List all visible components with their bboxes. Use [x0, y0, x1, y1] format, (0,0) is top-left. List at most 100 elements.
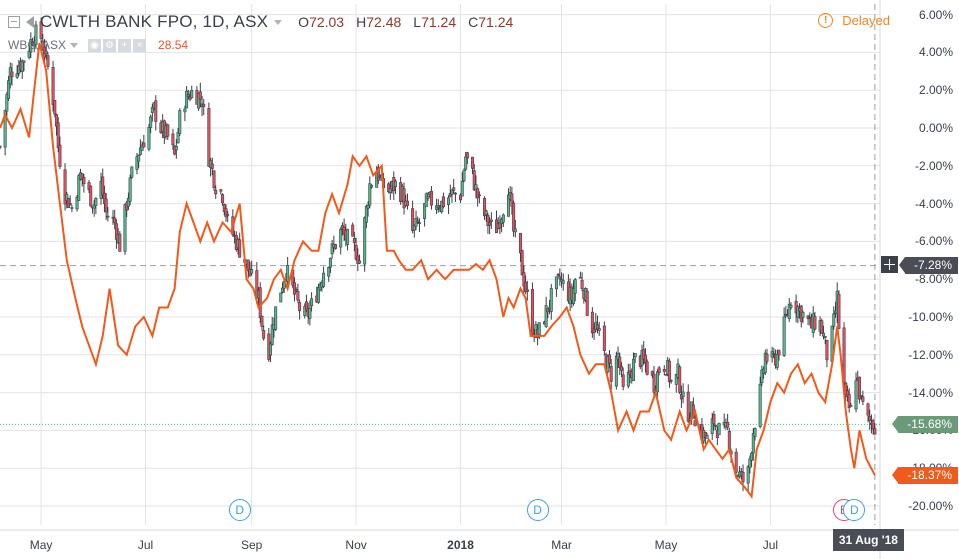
candle [296, 283, 300, 304]
candle [796, 305, 800, 324]
eye-icon[interactable]: ◉ [88, 38, 102, 52]
x-tick-label: Jul [762, 538, 779, 552]
candle [270, 316, 274, 346]
flag-icon [26, 16, 34, 28]
candle [210, 157, 214, 176]
candle [354, 237, 358, 261]
candle [486, 212, 490, 234]
candle [642, 340, 646, 365]
crosshair-add-icon[interactable] [881, 256, 898, 273]
candle [202, 98, 206, 116]
candle [5, 91, 9, 119]
candle [352, 232, 356, 252]
candle [667, 358, 671, 388]
dividend-marker[interactable]: D [526, 499, 549, 521]
candle [39, 17, 43, 43]
y-tick-label: -8.00% [914, 272, 953, 287]
candle [488, 217, 492, 235]
candle [462, 168, 466, 183]
candle [750, 451, 754, 467]
chevron-down-icon[interactable] [70, 42, 79, 48]
candle [417, 218, 421, 233]
ohlc-open: O72.03 [298, 14, 345, 30]
candle [813, 311, 817, 331]
candle [626, 363, 630, 389]
candle [597, 321, 601, 336]
candle [328, 257, 332, 273]
candle [316, 283, 320, 304]
candle [849, 402, 853, 407]
add-icon[interactable]: + [118, 38, 132, 52]
x-tick-label: Nov [345, 538, 367, 552]
collapse-icon[interactable] [8, 16, 20, 28]
candle [339, 227, 343, 255]
candle [452, 179, 456, 194]
candle [334, 243, 338, 250]
candle [34, 20, 38, 50]
compare-symbol[interactable]: WBC, ASX [8, 38, 67, 52]
last-price-tag: -15.68% [892, 415, 958, 433]
candle [183, 105, 187, 122]
settings-icon[interactable]: ⚙ [103, 38, 117, 52]
candle [149, 114, 153, 134]
candle [308, 300, 312, 326]
candle [512, 200, 516, 237]
candle [412, 224, 416, 238]
y-tick-label: 6.00% [918, 7, 953, 22]
symbol-title[interactable]: CWLTH BANK FPO, 1D, ASX [40, 12, 269, 31]
candle [618, 352, 622, 376]
delayed-label: Delayed [842, 13, 890, 28]
candle [186, 89, 190, 100]
candle [113, 209, 117, 230]
close-icon[interactable]: × [133, 38, 147, 52]
candle [556, 273, 560, 277]
dividend-marker[interactable]: D [228, 499, 251, 521]
candle [436, 199, 440, 213]
candle [292, 277, 296, 302]
candle [530, 282, 534, 338]
chevron-down-icon[interactable] [274, 19, 283, 25]
compare-legend: WBC, ASX ◉ ⚙ + × 28.54 [8, 37, 188, 53]
candle [609, 358, 613, 391]
candle [94, 197, 98, 215]
candle [806, 314, 810, 326]
candle [366, 201, 370, 217]
candle [77, 174, 81, 201]
candle [368, 176, 372, 209]
candle [866, 402, 870, 423]
candle [494, 210, 498, 234]
dividend-marker[interactable]: D [843, 499, 866, 521]
candle [857, 376, 861, 404]
candle [402, 182, 406, 215]
candle [102, 185, 106, 213]
candle [549, 283, 553, 320]
candle [753, 427, 757, 441]
candle [226, 211, 230, 223]
candle [219, 188, 223, 195]
candle [650, 370, 654, 379]
candle [56, 117, 60, 153]
candle [561, 273, 565, 291]
delayed-notice[interactable]: ! Delayed [818, 13, 890, 28]
info-icon: ! [818, 13, 834, 28]
candle [140, 141, 144, 151]
candle [674, 373, 678, 393]
candle [474, 175, 478, 199]
candle [221, 193, 225, 206]
candle [460, 172, 464, 197]
candle [358, 254, 362, 265]
ohlc-high: H72.48 [356, 14, 402, 30]
candle [346, 228, 350, 251]
candle [712, 410, 716, 431]
candle [484, 209, 488, 222]
x-tick-label: Mar [551, 538, 572, 552]
candle [104, 193, 108, 220]
candle [224, 204, 228, 222]
candle [424, 192, 428, 207]
candle [330, 239, 334, 259]
candle [20, 59, 24, 79]
candle [106, 206, 110, 222]
candle [832, 306, 836, 330]
